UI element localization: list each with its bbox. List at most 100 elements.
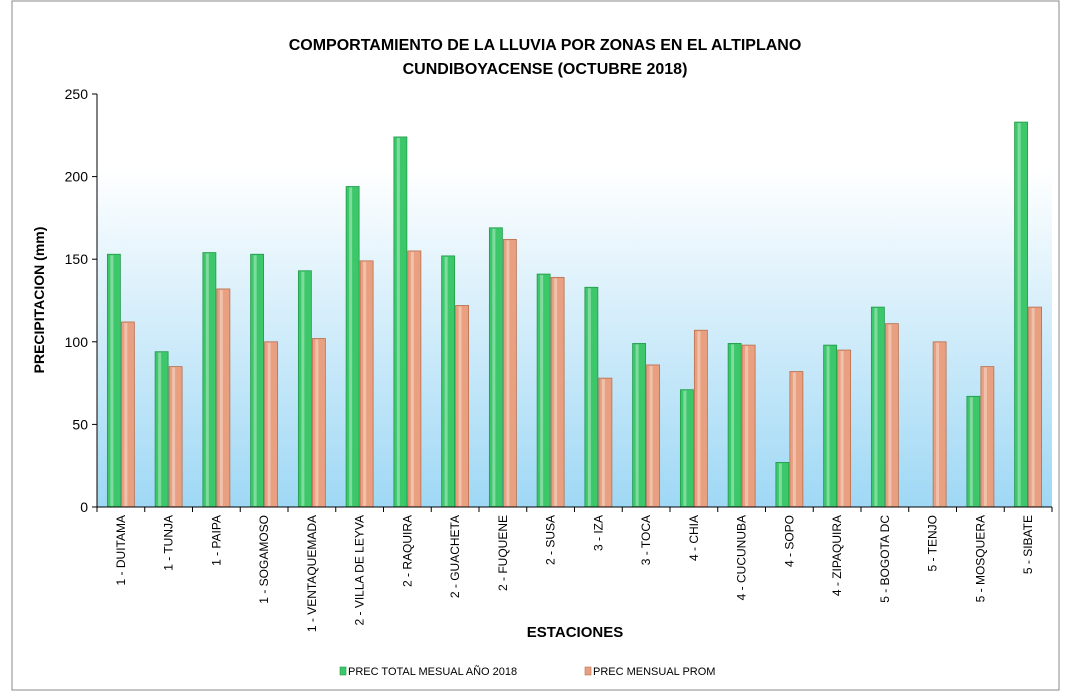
y-tick-label: 150 xyxy=(65,251,89,267)
bar-highlight xyxy=(110,255,114,506)
bar xyxy=(932,341,947,508)
bar xyxy=(966,395,981,508)
bar-highlight xyxy=(267,342,271,506)
bar xyxy=(837,349,852,508)
legend-label: PREC TOTAL MESUAL AÑO 2018 xyxy=(348,665,517,678)
chart-title: CUNDIBOYACENSE (OCTUBRE 2018) xyxy=(403,61,688,78)
x-tick-label: 1 - VENTAQUEMADA xyxy=(305,515,319,632)
bar-highlight xyxy=(1031,308,1035,506)
bar-highlight xyxy=(158,352,162,506)
bar-highlight xyxy=(492,228,496,506)
bar-highlight xyxy=(697,331,701,506)
bar xyxy=(536,273,551,508)
x-tick-label: 3 - TOCA xyxy=(639,515,653,565)
bar-highlight xyxy=(554,278,558,506)
x-tick-label: 4 - CUCUNUBA xyxy=(735,515,749,600)
legend-label: PREC MENSUAL PROM xyxy=(593,666,715,678)
bar-highlight xyxy=(936,342,940,506)
bar xyxy=(884,323,899,508)
bar xyxy=(106,253,121,508)
bar-highlight xyxy=(840,351,844,506)
x-tick-label: 2 - RAQUIRA xyxy=(400,515,414,587)
plot-area xyxy=(97,94,1052,507)
x-tick-label: 1 - SOGAMOSO xyxy=(257,515,271,604)
bar-highlight xyxy=(253,255,257,506)
bar-highlight xyxy=(778,463,782,506)
bar-highlight xyxy=(1017,123,1021,507)
bar-highlight xyxy=(444,256,448,506)
bar-highlight xyxy=(587,288,591,506)
bar xyxy=(441,255,456,508)
x-tick-label: 5 - SIBATE xyxy=(1021,515,1035,574)
bar-highlight xyxy=(745,346,749,506)
y-tick-label: 0 xyxy=(80,499,88,515)
legend-swatch xyxy=(339,666,347,676)
bar-highlight xyxy=(888,324,892,506)
bar xyxy=(727,343,742,508)
bar-highlight xyxy=(540,275,544,506)
x-tick-label: 5 - MOSQUERA xyxy=(973,515,987,602)
bar xyxy=(1028,306,1043,508)
bar xyxy=(297,270,312,508)
bar xyxy=(393,136,408,508)
y-tick-label: 100 xyxy=(65,334,89,350)
bar xyxy=(407,250,422,508)
bar-highlight xyxy=(172,367,176,506)
x-tick-label: 1 - DUITAMA xyxy=(114,515,128,585)
bar xyxy=(202,252,217,508)
bar-highlight xyxy=(649,365,653,506)
bar-highlight xyxy=(396,137,400,506)
bar xyxy=(980,366,995,508)
bar xyxy=(598,377,613,508)
y-tick-label: 200 xyxy=(65,169,89,185)
x-tick-label: 5 - TENJO xyxy=(926,515,940,571)
bar xyxy=(168,366,183,508)
x-tick-label: 1 - PAIPA xyxy=(209,515,223,566)
bar-highlight xyxy=(731,344,735,506)
x-tick-label: 2 - GUACHETA xyxy=(448,515,462,598)
bar-highlight xyxy=(683,390,687,506)
bar-highlight xyxy=(792,372,796,506)
bar xyxy=(264,341,279,508)
bar-highlight xyxy=(349,187,353,506)
bar xyxy=(154,351,169,508)
bar xyxy=(250,253,265,508)
bar xyxy=(775,461,790,508)
bar xyxy=(584,286,599,508)
legend-swatch xyxy=(584,666,592,676)
bar xyxy=(870,306,885,508)
bar xyxy=(216,288,231,508)
bar-highlight xyxy=(635,344,639,506)
bar-highlight xyxy=(124,322,128,506)
bar-highlight xyxy=(506,240,510,506)
bar-highlight xyxy=(315,339,319,506)
bar-highlight xyxy=(969,397,973,506)
x-tick-label: 4 - ZIPAQUIRA xyxy=(830,515,844,596)
bar xyxy=(679,389,694,508)
bar xyxy=(789,371,804,508)
bar xyxy=(632,343,647,508)
bar xyxy=(1014,121,1029,508)
bar xyxy=(693,329,708,508)
bar-highlight xyxy=(874,308,878,506)
x-axis-label: ESTACIONES xyxy=(527,624,623,641)
bar-highlight xyxy=(458,306,462,506)
bar-highlight xyxy=(601,379,605,506)
bar-highlight xyxy=(410,251,414,506)
x-tick-label: 2 - SUSA xyxy=(544,515,558,565)
bar-highlight xyxy=(219,289,223,506)
x-tick-label: 4 - SOPO xyxy=(782,515,796,567)
bar-highlight xyxy=(205,253,209,506)
bar-highlight xyxy=(301,271,305,506)
x-tick-label: 3 - IZA xyxy=(591,515,605,551)
bar xyxy=(455,305,470,508)
bar xyxy=(646,364,661,508)
chart-title: COMPORTAMIENTO DE LA LLUVIA POR ZONAS EN… xyxy=(289,37,802,54)
bar xyxy=(359,260,374,508)
bar xyxy=(502,238,517,508)
bar-highlight xyxy=(363,261,367,506)
bar xyxy=(488,227,503,508)
bar-highlight xyxy=(826,346,830,506)
bar xyxy=(823,344,838,508)
